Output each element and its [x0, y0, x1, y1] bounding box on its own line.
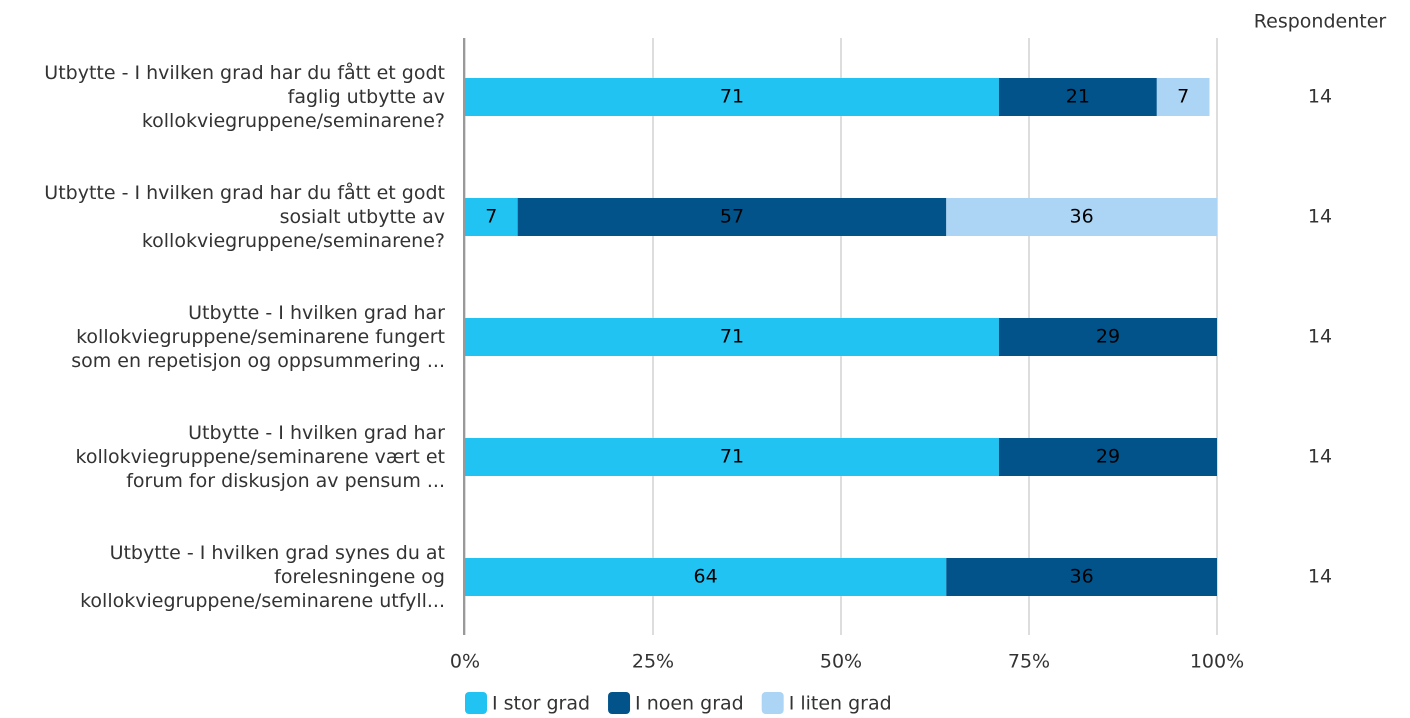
category-label: Utbytte - I hvilken grad har du fått et …: [44, 61, 445, 132]
bar-segment: [465, 198, 518, 236]
value-label: 36: [1070, 566, 1094, 588]
x-tick-label: 0%: [450, 651, 480, 673]
category-label: Utbytte - I hvilken grad har kollokviegru…: [76, 422, 446, 492]
value-label: 71: [720, 326, 744, 348]
legend-label: I liten grad: [789, 693, 892, 715]
value-label: 36: [1070, 206, 1094, 228]
bar-segment: [946, 198, 1217, 236]
bar-segment: [998, 78, 1157, 116]
respondents-value: 14: [1308, 446, 1332, 468]
value-label: 71: [720, 86, 744, 108]
legend-swatch: [465, 692, 487, 714]
bar-segment: [1156, 78, 1210, 116]
value-label: 71: [720, 446, 744, 468]
value-label: 21: [1066, 86, 1090, 108]
bar-segment: [465, 318, 999, 356]
x-tick-label: 75%: [1008, 651, 1050, 673]
respondents-value: 14: [1308, 86, 1332, 108]
bar-segment: [517, 198, 947, 236]
bar-segment: [998, 318, 1217, 356]
value-label: 7: [485, 206, 497, 228]
legend-label: I noen grad: [635, 693, 744, 715]
category-label: Utbytte - I hvilken grad har du fått et …: [44, 181, 445, 252]
respondents-value: 14: [1308, 566, 1332, 588]
bar-segment: [465, 78, 999, 116]
x-tick-label: 25%: [632, 651, 674, 673]
x-tick-label: 100%: [1190, 651, 1244, 673]
bar-segment: [465, 558, 947, 596]
legend-swatch: [761, 692, 784, 714]
value-label: 29: [1096, 326, 1120, 348]
legend-swatch: [608, 692, 631, 714]
respondents-value: 14: [1308, 206, 1332, 228]
respondents-header: Respondenter: [1254, 11, 1387, 33]
x-tick-label: 50%: [820, 651, 862, 673]
category-label: Utbytte - I hvilken grad har kollokviegru…: [71, 302, 445, 372]
bar-segment: [998, 438, 1217, 476]
value-label: 29: [1096, 446, 1120, 468]
category-label: Utbytte - I hvilken grad synes du at fore…: [80, 542, 445, 612]
bar-segment: [946, 558, 1217, 596]
value-label: 7: [1177, 86, 1189, 108]
respondents-value: 14: [1308, 326, 1332, 348]
value-label: 57: [720, 206, 744, 228]
value-label: 64: [694, 566, 718, 588]
legend-label: I stor grad: [492, 693, 590, 715]
bar-segment: [465, 438, 999, 476]
